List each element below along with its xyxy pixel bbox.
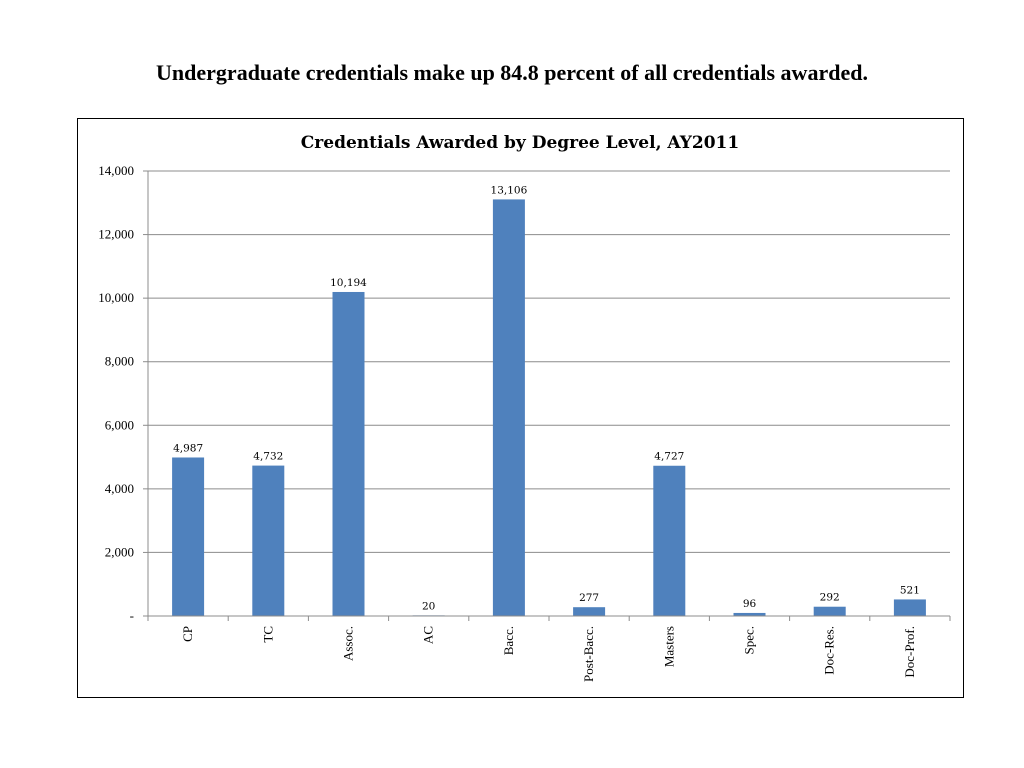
y-tick-label: 2,000	[105, 544, 134, 559]
category-label: Doc-Prof.	[902, 626, 917, 678]
data-label: 13,106	[491, 184, 528, 196]
bar	[172, 457, 205, 616]
bar	[813, 606, 846, 616]
y-tick-label: 6,000	[105, 417, 134, 432]
y-tick-label: -	[130, 608, 134, 623]
bar	[492, 199, 525, 616]
slide-title: Undergraduate credentials make up 84.8 p…	[156, 60, 868, 85]
bar	[653, 465, 686, 616]
bar-chart: Credentials Awarded by Degree Level, AY2…	[98, 133, 951, 682]
category-label: Assoc.	[341, 626, 356, 661]
category-label: Masters	[661, 626, 676, 667]
bar	[252, 465, 285, 616]
data-label: 521	[900, 584, 920, 596]
data-label: 292	[820, 592, 840, 604]
data-label: 10,194	[330, 277, 367, 289]
category-label: CP	[180, 626, 195, 642]
category-label: Doc-Res.	[822, 626, 837, 675]
data-label: 20	[422, 600, 435, 612]
bar	[893, 599, 926, 616]
category-label: AC	[421, 626, 436, 644]
data-label: 4,727	[654, 451, 684, 463]
y-tick-label: 14,000	[98, 163, 134, 178]
y-tick-label: 8,000	[105, 354, 134, 369]
category-label: TC	[260, 626, 275, 643]
chart-frame: Credentials Awarded by Degree Level, AY2…	[77, 118, 964, 698]
data-label: 96	[743, 598, 757, 610]
data-label: 4,732	[253, 451, 283, 463]
bar	[573, 607, 606, 616]
category-label: Bacc.	[501, 626, 516, 655]
y-tick-label: 12,000	[98, 227, 134, 242]
y-tick-label: 4,000	[105, 481, 134, 496]
data-label: 4,987	[173, 442, 203, 454]
category-label: Spec.	[742, 626, 757, 655]
category-label: Post-Bacc.	[581, 626, 596, 682]
bar	[332, 291, 365, 616]
data-label: 277	[579, 592, 599, 604]
y-tick-label: 10,000	[98, 290, 134, 305]
chart-title: Credentials Awarded by Degree Level, AY2…	[301, 133, 739, 153]
bar	[733, 612, 766, 616]
